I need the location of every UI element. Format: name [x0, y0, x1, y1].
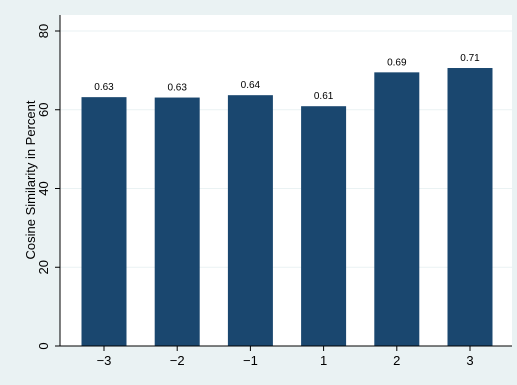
x-tick-label: −1: [243, 353, 258, 368]
y-axis-ticks: 0 20 40 60 80: [36, 24, 60, 350]
data-label: 0.63: [167, 83, 187, 94]
y-tick-label: 0: [36, 342, 51, 349]
data-label: 0.61: [314, 91, 334, 102]
y-tick-label: 40: [36, 181, 51, 195]
data-label: 0.64: [241, 80, 261, 91]
x-tick-label: 1: [320, 353, 327, 368]
x-axis-ticks: −3 −2 −1 1 2 3: [97, 346, 474, 368]
bar: [81, 97, 127, 347]
data-labels: 0.63 0.63 0.64 0.61 0.69 0.71: [94, 53, 480, 102]
y-tick-label: 80: [36, 24, 51, 38]
y-tick-label: 60: [36, 103, 51, 117]
y-tick-label: 20: [36, 260, 51, 274]
bar: [227, 95, 273, 347]
data-label: 0.71: [460, 53, 480, 64]
plot-area: [60, 15, 512, 346]
bar: [374, 72, 420, 346]
x-tick-label: −3: [97, 353, 112, 368]
bars: [81, 68, 493, 347]
bar: [154, 97, 200, 346]
bar: [447, 68, 493, 346]
data-label: 0.69: [387, 57, 407, 68]
y-axis-label: Cosine Similarity in Percent: [23, 100, 38, 259]
gridlines: [60, 30, 512, 268]
x-tick-label: −2: [170, 353, 185, 368]
x-tick-label: 2: [393, 353, 400, 368]
bar: [301, 106, 347, 346]
data-label: 0.63: [94, 82, 114, 93]
x-tick-label: 3: [466, 353, 473, 368]
